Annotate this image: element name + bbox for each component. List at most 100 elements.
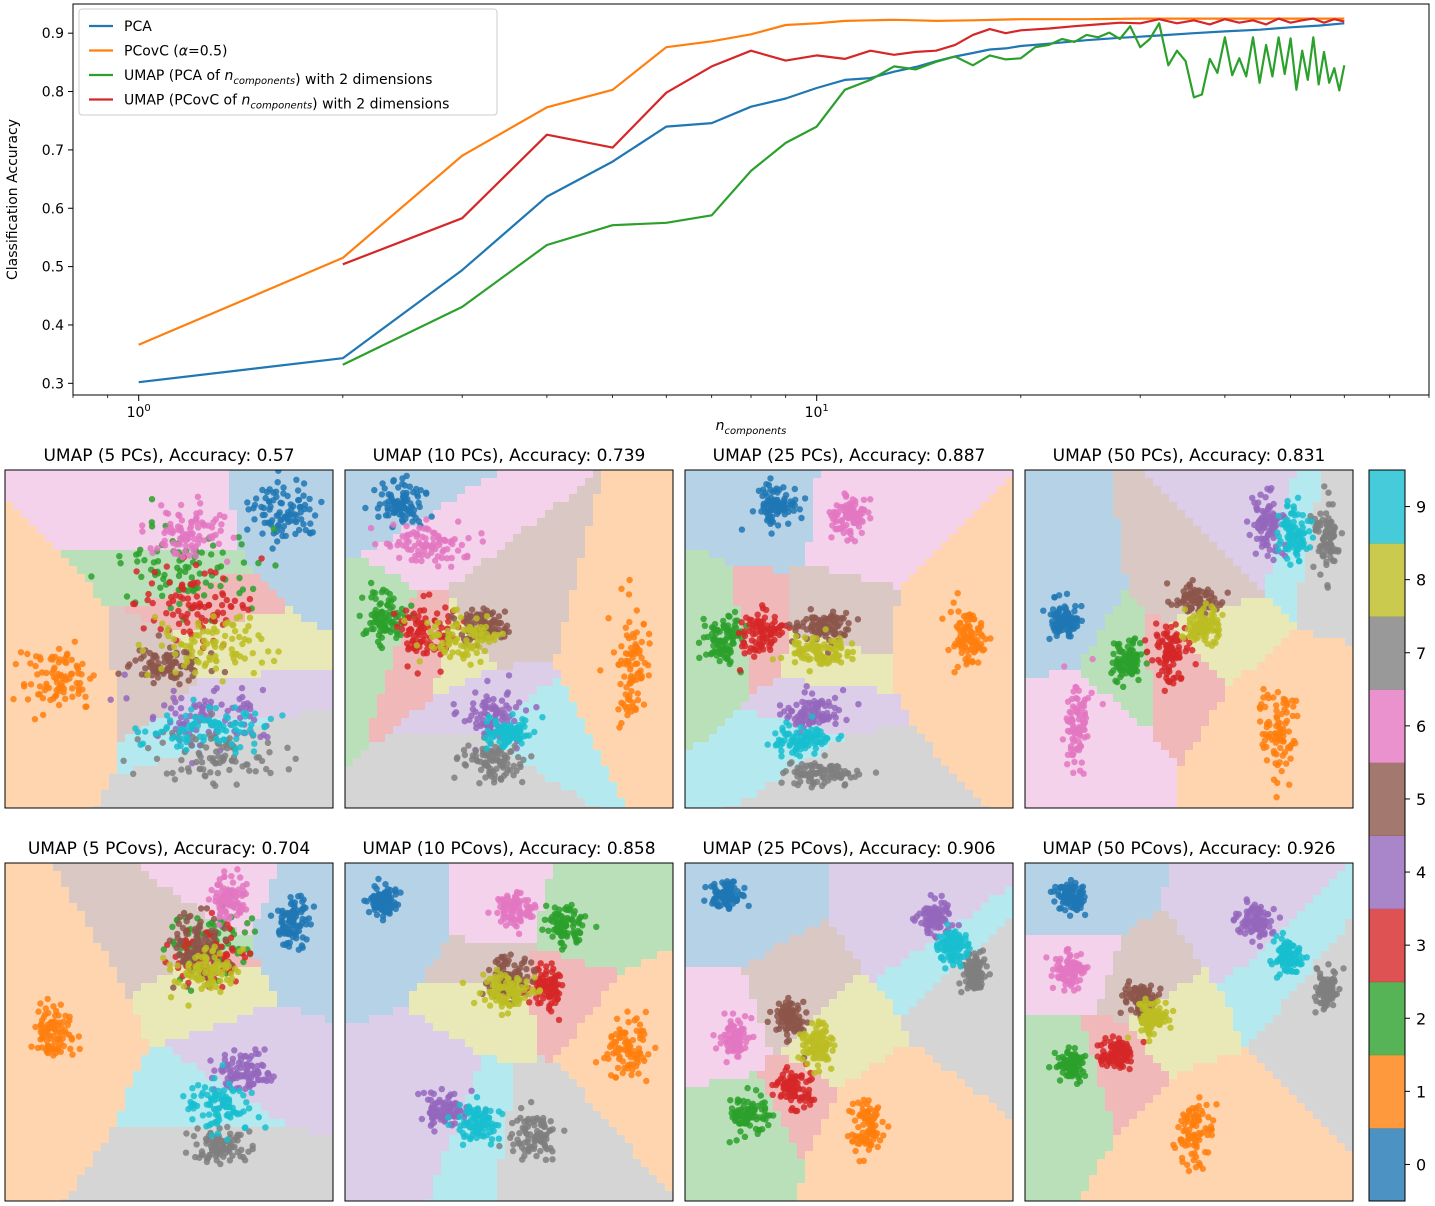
point-class-6 [139, 522, 146, 529]
point-class-0 [1072, 602, 1079, 610]
point-class-8 [431, 632, 438, 639]
point-class-8 [1192, 623, 1200, 630]
point-class-4 [831, 694, 839, 702]
point-class-9 [242, 1124, 249, 1131]
point-class-6 [417, 541, 425, 548]
point-class-4 [801, 689, 808, 696]
point-class-7 [1323, 520, 1330, 528]
point-class-4 [843, 716, 850, 724]
point-class-8 [159, 620, 166, 627]
point-class-9 [507, 723, 514, 730]
point-class-9 [184, 733, 191, 741]
point-class-1 [618, 643, 625, 650]
point-class-2 [198, 549, 205, 556]
point-class-0 [275, 470, 282, 474]
panel-title: UMAP (5 PCovs), Accuracy: 0.704 [28, 839, 310, 859]
point-class-6 [441, 537, 449, 545]
point-class-2 [569, 923, 577, 930]
point-class-0 [1063, 590, 1071, 598]
point-class-1 [624, 1051, 632, 1058]
point-class-1 [606, 1043, 614, 1051]
point-class-9 [182, 712, 190, 719]
point-class-7 [207, 735, 215, 742]
point-class-8 [413, 642, 420, 649]
point-class-5 [1163, 580, 1171, 587]
point-class-8 [210, 638, 217, 645]
point-class-0 [414, 493, 422, 500]
decision-regions [5, 470, 333, 808]
point-class-3 [1154, 633, 1161, 640]
point-class-3 [228, 945, 236, 952]
point-class-1 [36, 683, 44, 690]
point-class-7 [477, 758, 484, 765]
point-class-9 [212, 1092, 220, 1099]
point-class-3 [140, 625, 147, 632]
point-class-2 [244, 920, 251, 927]
point-class-4 [267, 1077, 275, 1084]
point-class-8 [424, 619, 431, 627]
point-class-7 [193, 1141, 200, 1148]
point-class-1 [61, 695, 69, 702]
point-class-9 [1308, 518, 1316, 525]
point-class-8 [473, 615, 480, 622]
point-class-8 [239, 640, 246, 648]
point-class-9 [1287, 561, 1294, 568]
point-class-4 [107, 696, 114, 703]
point-class-9 [1291, 512, 1298, 519]
point-class-8 [233, 614, 240, 622]
point-class-9 [811, 750, 818, 757]
point-class-7 [500, 772, 508, 779]
point-class-5 [171, 659, 178, 666]
point-class-3 [551, 995, 558, 1002]
point-class-7 [215, 753, 222, 760]
point-class-3 [526, 999, 533, 1006]
point-class-4 [792, 721, 799, 728]
point-class-9 [764, 741, 771, 748]
point-class-6 [179, 553, 186, 561]
point-class-9 [516, 735, 523, 743]
point-class-0 [267, 519, 274, 526]
point-class-7 [488, 769, 495, 776]
point-class-5 [179, 924, 187, 932]
point-class-2 [696, 654, 703, 661]
point-class-1 [1262, 703, 1269, 711]
point-class-9 [214, 1130, 222, 1137]
point-class-0 [382, 500, 389, 507]
y-tick-label: 0.3 [42, 376, 64, 392]
point-class-2 [713, 637, 720, 644]
point-class-0 [371, 902, 378, 910]
point-class-9 [835, 735, 842, 743]
point-class-8 [849, 648, 857, 656]
point-class-1 [1277, 744, 1284, 752]
point-class-1 [68, 656, 75, 663]
point-class-3 [761, 614, 769, 621]
point-class-3 [542, 977, 549, 985]
point-class-2 [272, 562, 279, 569]
point-class-4 [805, 705, 812, 712]
point-class-0 [410, 488, 417, 496]
point-class-8 [1202, 600, 1210, 607]
point-class-2 [148, 496, 156, 503]
point-class-7 [266, 749, 273, 756]
point-class-1 [643, 1077, 650, 1085]
point-class-0 [297, 922, 304, 930]
point-class-9 [222, 727, 230, 735]
point-class-5 [808, 621, 816, 628]
point-class-3 [555, 1016, 563, 1024]
point-class-0 [251, 516, 258, 523]
point-class-1 [76, 679, 84, 687]
point-class-3 [1161, 654, 1169, 661]
point-class-1 [626, 1042, 633, 1049]
point-class-6 [422, 535, 429, 542]
point-class-8 [198, 985, 205, 992]
point-class-3 [190, 604, 198, 611]
point-class-2 [1128, 670, 1136, 677]
point-class-6 [237, 874, 244, 881]
point-class-7 [510, 772, 517, 779]
point-class-0 [1061, 616, 1068, 623]
point-class-8 [231, 965, 239, 972]
point-class-3 [223, 952, 231, 959]
point-class-2 [356, 612, 363, 619]
point-class-3 [166, 579, 173, 586]
point-class-9 [772, 742, 780, 749]
